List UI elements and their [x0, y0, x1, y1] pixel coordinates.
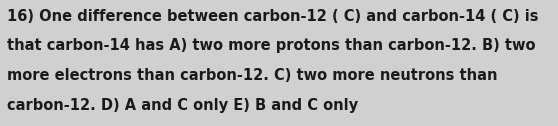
Text: carbon-12. D) A and C only E) B and C only: carbon-12. D) A and C only E) B and C on…: [7, 98, 358, 113]
Text: more electrons than carbon-12. C) two more neutrons than: more electrons than carbon-12. C) two mo…: [7, 68, 498, 83]
Text: 16) One difference between carbon-12 ( C) and carbon-14 ( C) is: 16) One difference between carbon-12 ( C…: [7, 9, 539, 24]
Text: that carbon-14 has A) two more protons than carbon-12. B) two: that carbon-14 has A) two more protons t…: [7, 38, 536, 53]
